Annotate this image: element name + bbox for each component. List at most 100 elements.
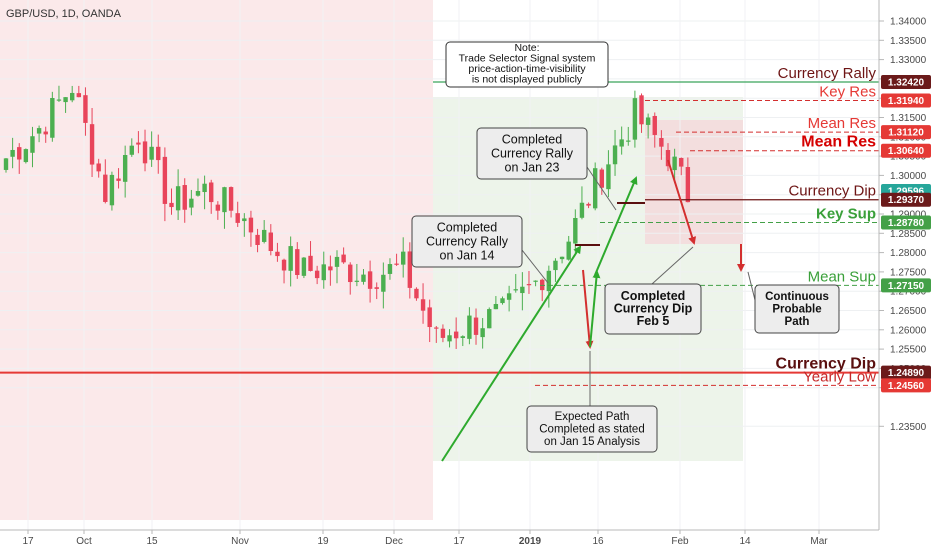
- callout-text: Feb 5: [637, 314, 670, 328]
- candle-body: [592, 168, 598, 209]
- candle-body: [533, 280, 538, 282]
- candle-body: [195, 191, 201, 196]
- label-yearly-low: Yearly Low: [803, 368, 876, 385]
- callout-text: Probable: [772, 303, 821, 315]
- candle-body: [295, 249, 300, 275]
- candle-body: [374, 287, 379, 289]
- candle-body: [659, 138, 664, 147]
- callout-leader: [651, 246, 694, 285]
- callout-text: price-action-time-visibility: [468, 63, 586, 75]
- callout-text: Currency Dip: [614, 301, 693, 315]
- y-tick-label: 1.28500: [890, 229, 927, 240]
- candle-body: [626, 140, 631, 142]
- x-tick-label: 17: [453, 536, 465, 547]
- y-tick-label: 1.26000: [890, 325, 927, 336]
- candle-body: [281, 259, 287, 271]
- callout-text: Continuous: [765, 291, 829, 303]
- candle-body: [513, 289, 518, 291]
- candle-body: [56, 99, 62, 101]
- candle-body: [553, 260, 558, 271]
- candle-body: [566, 241, 571, 260]
- callout-text: Trade Selector Signal system: [459, 53, 596, 65]
- callout-box: [445, 41, 609, 88]
- candle-body: [321, 264, 326, 281]
- candle-body: [255, 234, 260, 245]
- candle-body: [129, 145, 134, 155]
- price-badges: 1.32420 1.31940 1.31120 1.30640 1.295961.293…: [881, 74, 931, 393]
- x-tick-label: 17: [22, 536, 34, 547]
- price-badge: [881, 192, 931, 207]
- candle-body: [17, 147, 22, 160]
- callout-text: Completed: [621, 289, 686, 303]
- candle-body: [639, 95, 644, 125]
- candle-body: [354, 280, 360, 282]
- x-tick-label: Dec: [385, 536, 403, 547]
- y-tick-label: 1.28000: [890, 248, 927, 259]
- candle-body: [235, 213, 240, 223]
- candle-body: [136, 142, 141, 145]
- candle-body: [149, 146, 154, 160]
- price-badge: [881, 278, 931, 293]
- callout-text: Expected Path: [555, 411, 630, 423]
- candle-body: [182, 185, 187, 210]
- candle-body: [169, 202, 174, 208]
- candle-body: [222, 187, 227, 213]
- candle-body: [328, 266, 333, 271]
- callout-text: Completed: [502, 133, 562, 147]
- candles-layer: [3, 85, 691, 349]
- x-tick-label: 2019: [519, 536, 542, 547]
- label-currency-rally: Currency Rally: [778, 65, 877, 82]
- rally-arrow-jan23: [594, 176, 638, 276]
- price-badge-label: 1.30640: [888, 146, 925, 157]
- candle-body: [619, 139, 624, 147]
- candle-body: [394, 263, 399, 265]
- candle-body: [401, 251, 406, 265]
- dip-arrow-feb5: [667, 159, 697, 245]
- candle-body: [685, 167, 691, 203]
- price-badge: [881, 215, 931, 230]
- x-tick-label: Mar: [810, 536, 828, 547]
- candle-body: [361, 274, 366, 282]
- candle-body: [83, 95, 88, 123]
- callout-leader: [521, 249, 549, 284]
- drawings-layer: [441, 159, 745, 462]
- rally-arrow-jan14: [441, 245, 582, 462]
- note-callout: Note:Trade Selector Signal systemprice-a…: [445, 41, 609, 88]
- candle-body: [96, 163, 101, 172]
- y-tick-label: 1.33000: [890, 55, 927, 66]
- candle-body: [586, 203, 591, 206]
- candle-body: [573, 218, 578, 244]
- candle-body: [559, 256, 565, 260]
- candle-body: [76, 93, 82, 98]
- x-tick-label: Feb: [671, 536, 689, 547]
- x-axis-ticks[interactable]: 17 Oct 15 Nov 19 Dec 17 2019 16 Feb 14 Mar: [22, 530, 828, 547]
- callout-text: on Jan 14: [440, 249, 495, 263]
- candle-body: [520, 286, 525, 294]
- price-badge: [881, 365, 931, 380]
- candle-body: [480, 328, 485, 338]
- candle-body: [414, 288, 419, 299]
- candle-body: [301, 257, 307, 276]
- label-key-sup: Key Sup: [816, 205, 876, 222]
- candle-body: [202, 183, 207, 193]
- candle-body: [460, 336, 465, 338]
- price-badge-label: 1.29370: [888, 195, 925, 206]
- candle-body: [89, 124, 95, 165]
- candle-body: [248, 217, 254, 233]
- candle-body: [308, 255, 313, 271]
- price-badge-label: 1.31120: [888, 128, 924, 139]
- label-currency-dip-lower: Currency Dip: [776, 356, 877, 373]
- candle-body: [275, 251, 280, 257]
- candle-body: [242, 218, 247, 222]
- candle-body: [348, 264, 353, 283]
- candle-body: [10, 149, 15, 157]
- y-tick-label: 1.33500: [890, 36, 927, 47]
- label-key-res: Key Res: [819, 84, 876, 101]
- price-badge: [881, 93, 931, 108]
- candle-body: [122, 155, 128, 182]
- candle-body: [103, 174, 108, 202]
